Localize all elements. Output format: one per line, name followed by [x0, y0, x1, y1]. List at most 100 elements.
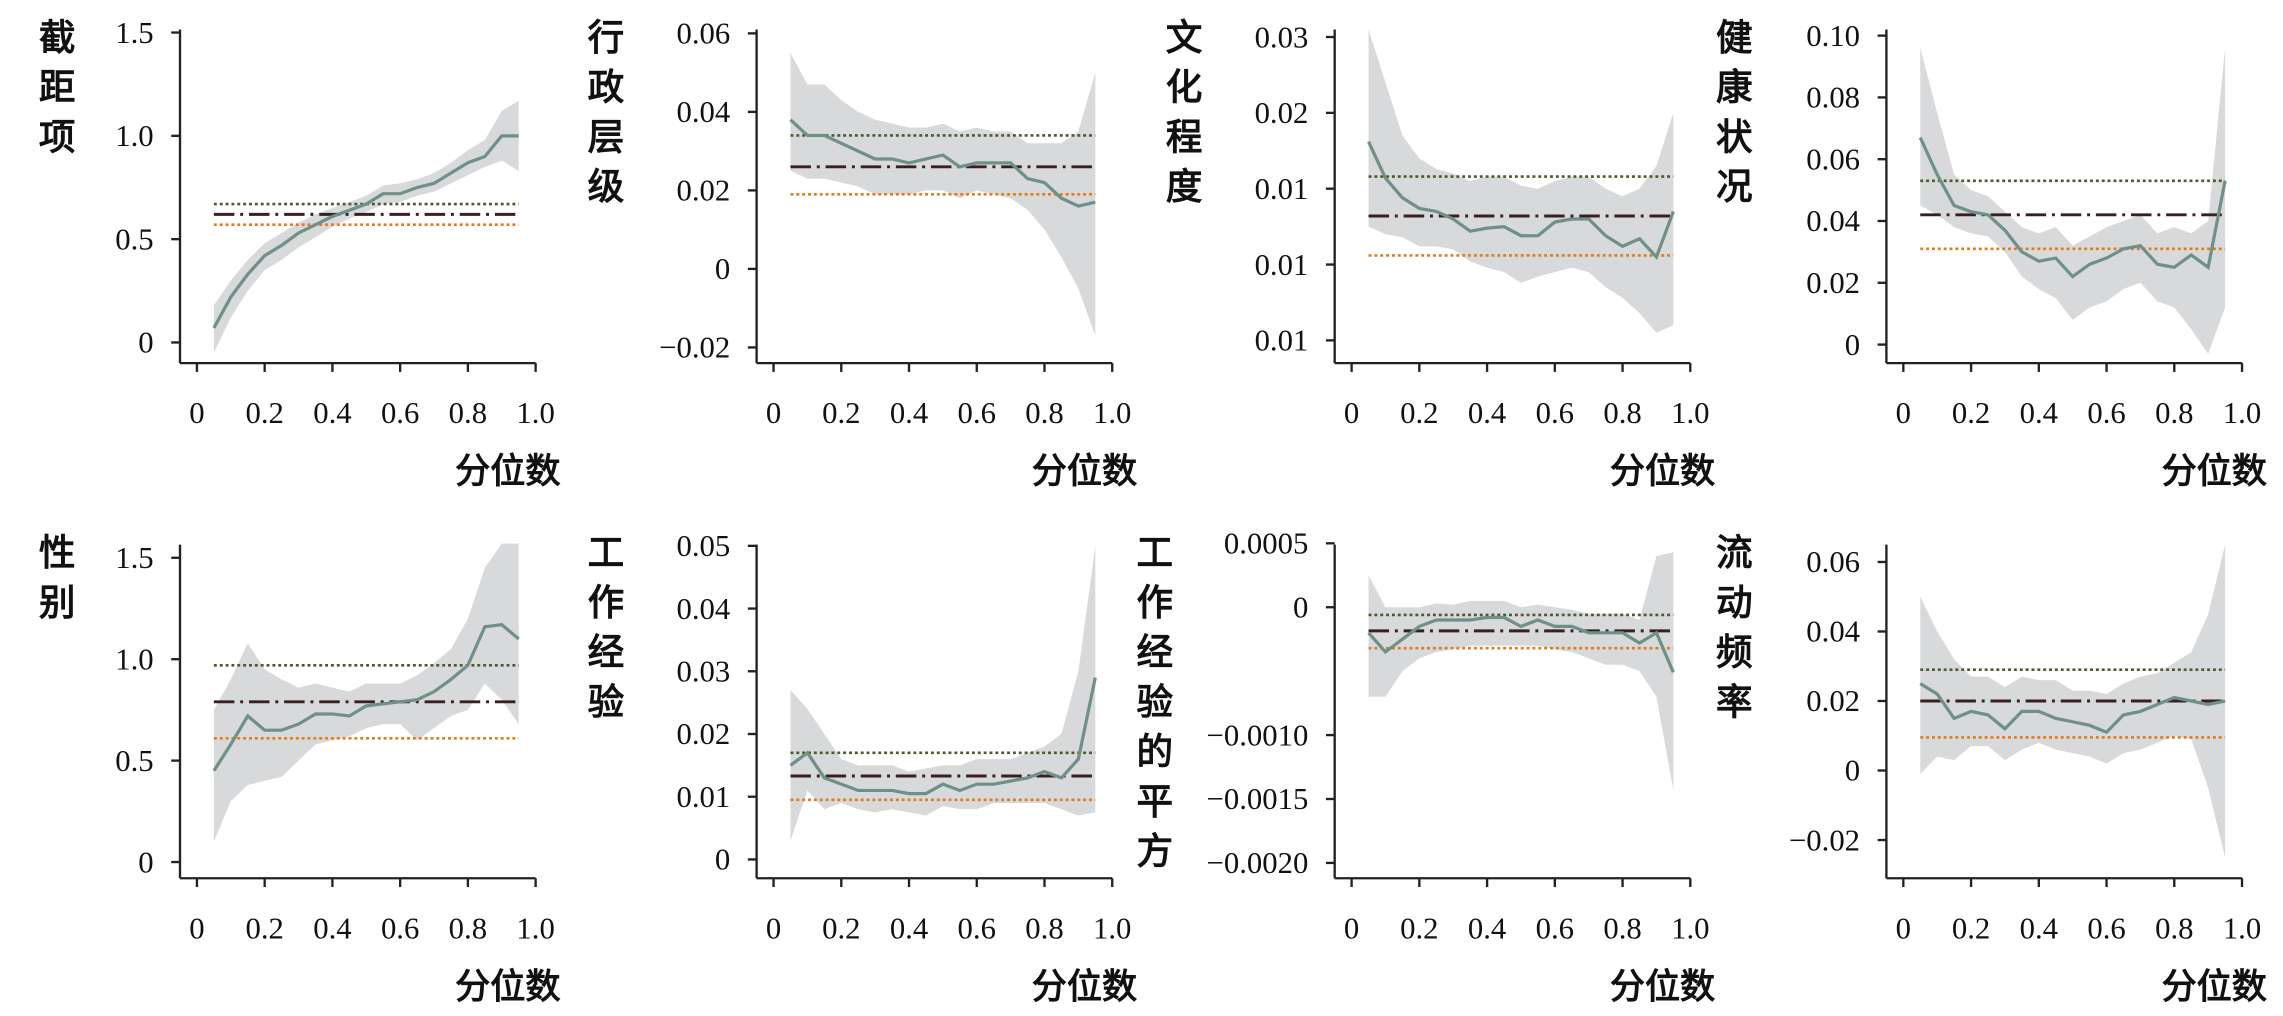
- confidence-band: [213, 100, 519, 353]
- x-tick-label: 0.6: [1536, 396, 1574, 430]
- x-tick-label: 0.8: [2155, 396, 2193, 430]
- x-axis-label: 分位数: [1610, 452, 1716, 491]
- y-tick-label: 0.02: [677, 174, 731, 208]
- y-tick-label: 0: [1293, 590, 1308, 624]
- x-tick-label: 0.6: [2087, 396, 2125, 430]
- y-tick-label: 0.04: [1806, 615, 1860, 649]
- y-tick-label: 0.06: [1806, 142, 1860, 176]
- x-tick-label: 0.2: [245, 911, 283, 945]
- x-tick-label: 0.6: [381, 911, 419, 945]
- x-tick-label: 0: [1896, 911, 1911, 945]
- confidence-band: [1920, 47, 2226, 354]
- x-tick-label: 0.2: [245, 396, 283, 430]
- y-tick-label: 0.0005: [1224, 527, 1308, 561]
- x-tick-label: 1.0: [1093, 396, 1131, 430]
- x-tick-label: 1.0: [516, 911, 554, 945]
- y-tick-label: 0: [1845, 328, 1860, 362]
- x-tick-label: 0.2: [822, 911, 860, 945]
- y-tick-label: 1.0: [115, 119, 153, 153]
- y-tick-label: 0.01: [1255, 172, 1309, 206]
- y-tick-label: 0.04: [677, 592, 731, 626]
- x-tick-label: 0.4: [313, 396, 351, 430]
- y-tick-label: 0.02: [1806, 684, 1860, 718]
- x-axis-label: 分位数: [2162, 452, 2268, 491]
- y-axis-label: 行政层级: [582, 18, 623, 217]
- quantile-line: [789, 118, 1096, 208]
- x-axis-label: 分位数: [1610, 967, 1716, 1006]
- y-tick-label: −0.0020: [1207, 846, 1309, 880]
- x-tick-label: 0.4: [2020, 396, 2058, 430]
- y-tick-label: 0: [715, 252, 730, 286]
- y-tick-label: 0: [1845, 754, 1860, 788]
- y-axis-label: 性别: [34, 533, 75, 633]
- y-axis-label: 文化程度: [1161, 18, 1202, 217]
- x-tick-label: 0.8: [1025, 396, 1063, 430]
- confidence-band: [1368, 552, 1674, 791]
- x-tick-label: 0.4: [2020, 911, 2058, 945]
- y-tick-label: −0.02: [1789, 823, 1860, 857]
- quantile-line: [212, 623, 520, 772]
- y-tick-label: 0.06: [677, 17, 731, 51]
- y-tick-label: −0.02: [659, 331, 730, 365]
- y-tick-label: 0.01: [677, 780, 731, 814]
- y-tick-label: 0.01: [1255, 248, 1309, 282]
- x-tick-label: 0.8: [1603, 911, 1641, 945]
- y-tick-label: 0.01: [1255, 324, 1309, 358]
- x-tick-label: 0.2: [1400, 911, 1438, 945]
- y-axis-label: 健康状况: [1711, 18, 1752, 217]
- y-tick-label: 0.04: [1806, 204, 1860, 238]
- x-tick-label: 0: [1344, 396, 1359, 430]
- x-axis-label: 分位数: [2162, 967, 2268, 1006]
- y-axis-label: 工作经验的平方: [1131, 533, 1172, 881]
- x-tick-label: 0: [1896, 396, 1911, 430]
- x-tick-label: 0.6: [2087, 911, 2125, 945]
- y-tick-label: 0.04: [677, 95, 731, 129]
- x-axis-label: 分位数: [1032, 452, 1138, 491]
- y-tick-label: 0.05: [677, 529, 731, 563]
- x-tick-label: 0: [766, 396, 781, 430]
- x-tick-label: 1.0: [1671, 396, 1709, 430]
- y-axis-label: 截距项: [34, 18, 75, 167]
- x-tick-label: 0.6: [381, 396, 419, 430]
- y-tick-label: 0.10: [1806, 19, 1860, 53]
- y-tick-label: −0.0010: [1207, 718, 1309, 752]
- y-tick-label: 0.03: [677, 655, 731, 689]
- y-tick-label: 0: [715, 843, 730, 877]
- x-tick-label: 0.8: [449, 396, 487, 430]
- y-tick-label: 0.5: [115, 222, 153, 256]
- y-tick-label: 1.5: [115, 16, 153, 50]
- x-tick-label: 0.4: [313, 911, 351, 945]
- x-axis-label: 分位数: [1032, 967, 1138, 1006]
- x-tick-label: 0.8: [1025, 911, 1063, 945]
- x-tick-label: 0.4: [890, 911, 928, 945]
- x-tick-label: 0.6: [958, 396, 996, 430]
- x-tick-label: 0.4: [890, 396, 928, 430]
- y-axis-label: 流动频率: [1711, 533, 1752, 732]
- y-tick-label: 0.02: [677, 717, 731, 751]
- y-tick-label: 1.0: [115, 642, 153, 676]
- x-tick-label: 1.0: [2223, 396, 2261, 430]
- x-tick-label: 1.0: [2223, 911, 2261, 945]
- x-tick-label: 0.6: [958, 911, 996, 945]
- x-tick-label: 0.2: [1952, 396, 1990, 430]
- x-tick-label: 0.2: [1952, 911, 1990, 945]
- x-tick-label: 0: [189, 911, 204, 945]
- y-tick-label: 0: [138, 326, 153, 360]
- x-tick-label: 0.2: [822, 396, 860, 430]
- quantile-line: [1367, 141, 1675, 260]
- x-tick-label: 0.4: [1468, 396, 1506, 430]
- y-tick-label: 0.5: [115, 744, 153, 778]
- x-tick-label: 1.0: [1671, 911, 1709, 945]
- y-tick-label: 0.03: [1255, 20, 1309, 54]
- x-tick-label: 0.2: [1400, 396, 1438, 430]
- x-tick-label: 0.8: [2155, 911, 2193, 945]
- y-axis-label: 工作经验: [582, 533, 623, 732]
- y-tick-label: 0.02: [1806, 266, 1860, 300]
- x-tick-label: 0.8: [1603, 396, 1641, 430]
- quantile-line: [789, 677, 1097, 796]
- quantile-line: [212, 134, 519, 329]
- x-axis-label: 分位数: [455, 452, 561, 491]
- confidence-band: [790, 545, 1096, 841]
- confidence-band: [790, 53, 1096, 336]
